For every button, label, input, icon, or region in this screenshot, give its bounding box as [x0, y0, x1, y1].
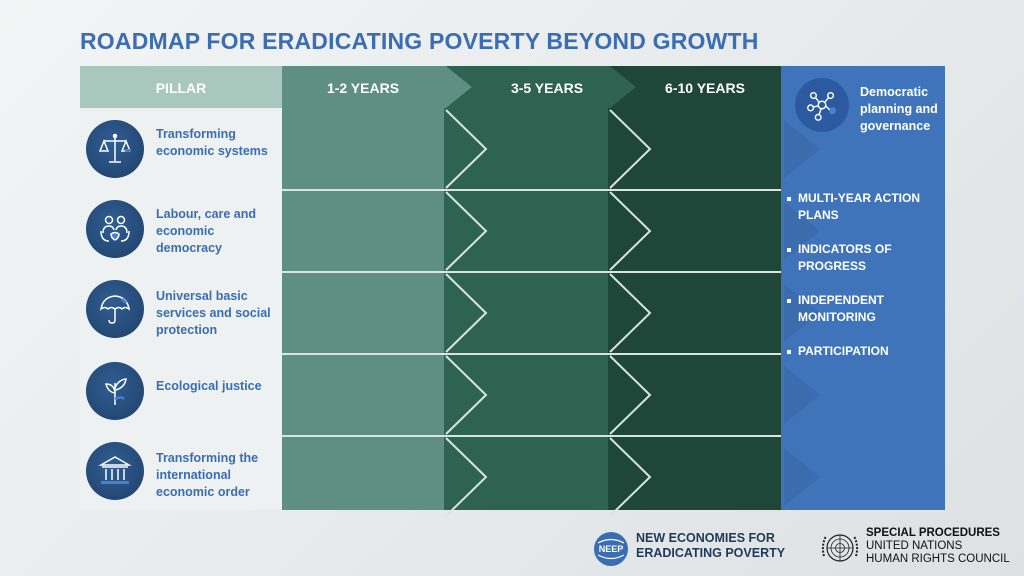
governance-arrow-1: [784, 120, 820, 178]
governance-chevrons: [784, 120, 820, 506]
governance-item: MULTI-YEAR ACTION PLANS: [786, 190, 946, 224]
header-chevron-1: [282, 66, 472, 108]
network-icon: [795, 78, 849, 132]
row-arrow-1-1: [445, 109, 488, 189]
sp-line-2: UNITED NATIONS: [866, 540, 963, 552]
neep-logo: NEEP: [594, 532, 628, 566]
row-arrow-1-2: [609, 109, 652, 189]
pillar-label-1: Transforming economic systems: [156, 127, 268, 158]
header-period-3: 6-10 YEARS: [665, 80, 745, 96]
row-arrow-2-2: [609, 191, 652, 271]
institution-icon: [86, 442, 144, 500]
row-arrow-5-1: [445, 437, 488, 517]
page-title: ROADMAP FOR ERADICATING POVERTY BEYOND G…: [80, 28, 759, 54]
governance-item: INDEPENDENT MONITORING: [786, 292, 946, 326]
governance-arrow-5: [784, 448, 820, 506]
people-heart-icon: [86, 200, 144, 258]
plant-icon: [86, 362, 144, 420]
header-pillar-cell: [80, 66, 282, 108]
sp-line-1: SPECIAL PROCEDURES: [866, 527, 1000, 539]
governance-arrow-2: [784, 202, 820, 260]
governance-list: MULTI-YEAR ACTION PLANS INDICATORS OF PR…: [786, 190, 946, 377]
pillar-label-4: Ecological justice: [156, 379, 262, 393]
governance-arrow-4: [784, 366, 820, 424]
special-procedures-name: SPECIAL PROCEDURES UNITED NATIONS HUMAN …: [866, 527, 1010, 566]
row-arrow-2-1: [445, 191, 488, 271]
governance-title: Democratic planning and governance: [860, 85, 938, 133]
row-chevrons: [282, 109, 781, 517]
row-arrow-4-1: [445, 355, 488, 435]
pillar-label-5: Transforming the international economic …: [156, 451, 259, 499]
neep-line-2: ERADICATING POVERTY: [636, 546, 786, 560]
row-arrow-3-1: [445, 273, 488, 353]
sp-line-3: HUMAN RIGHTS COUNCIL: [866, 553, 1010, 565]
pillar-label-2: Labour, care and economic democracy: [156, 207, 257, 255]
header-chevron-2: [446, 66, 636, 108]
un-emblem-icon: [821, 534, 859, 562]
header-period-1: 1-2 YEARS: [326, 80, 400, 96]
governance-arrow-3: [784, 284, 820, 342]
header-period-2: 3-5 YEARS: [510, 80, 584, 96]
row-arrow-5-2: [609, 437, 652, 517]
header-pillar-label: PILLAR: [155, 80, 207, 96]
scales-icon: [86, 120, 144, 178]
row-arrow-4-2: [609, 355, 652, 435]
governance-item: INDICATORS OF PROGRESS: [786, 241, 946, 275]
governance-item: PARTICIPATION: [786, 343, 946, 360]
pillar-label-3: Universal basic services and social prot…: [156, 289, 271, 337]
neep-line-1: NEW ECONOMIES FOR: [636, 531, 775, 545]
header-chevron-3: [610, 66, 784, 108]
neep-badge-text: NEEP: [599, 544, 624, 554]
row-arrow-3-2: [609, 273, 652, 353]
neep-name: NEW ECONOMIES FOR ERADICATING POVERTY: [636, 531, 785, 561]
umbrella-icon: [86, 280, 144, 338]
